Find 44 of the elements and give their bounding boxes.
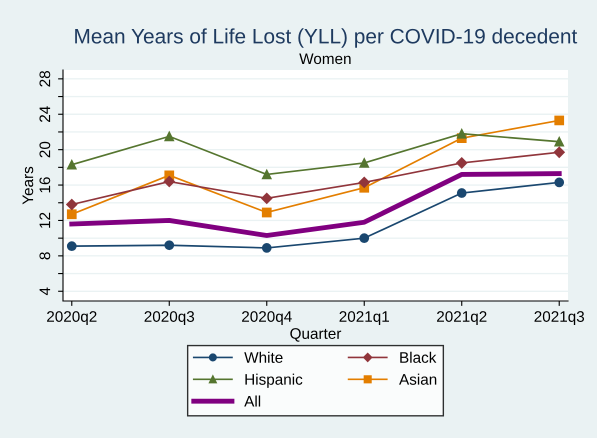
chart-subtitle: Women <box>299 53 351 64</box>
point <box>456 128 467 139</box>
point <box>359 158 370 168</box>
point <box>554 178 564 188</box>
legend-label: Black <box>400 352 436 363</box>
point <box>66 198 78 210</box>
x-tick-label: 2020q3 <box>144 311 194 325</box>
point <box>66 241 77 251</box>
point <box>164 240 174 250</box>
x-tick-label: 2021q1 <box>340 311 389 325</box>
point <box>554 146 565 158</box>
y-tick-label: 12 <box>39 212 50 228</box>
point <box>262 170 272 180</box>
point <box>456 188 467 198</box>
point <box>262 243 272 253</box>
y-axis-title: Years <box>22 166 34 204</box>
x-axis-title: Quarter <box>290 328 342 342</box>
y-tick-label: 16 <box>39 177 50 192</box>
point <box>66 209 77 220</box>
point <box>262 208 272 218</box>
x-tick-label: 2021q3 <box>534 311 584 325</box>
x-tick-label: 2020q2 <box>47 311 96 325</box>
x-tick-label: 2020q4 <box>242 311 292 325</box>
chart-title: Mean Years of Life Lost (YLL) per COVID-19 decedent <box>75 28 578 48</box>
y-tick-label: 28 <box>39 71 50 87</box>
legend-label: White <box>244 352 283 363</box>
legend-label: Hispanic <box>245 374 302 388</box>
point <box>261 192 272 204</box>
point <box>66 160 77 170</box>
point <box>164 132 174 142</box>
point <box>358 176 370 188</box>
y-tick-label: 4 <box>40 287 50 296</box>
legend-label: All <box>244 395 260 407</box>
point <box>164 176 175 188</box>
point <box>554 116 564 126</box>
y-tick-label: 24 <box>39 106 50 122</box>
point <box>456 157 468 169</box>
line-series <box>69 171 562 238</box>
x-tick-label: 2021q2 <box>437 311 486 325</box>
point <box>554 136 564 147</box>
point <box>359 233 370 244</box>
y-tick-label: 20 <box>39 142 50 158</box>
y-tick-label: 8 <box>39 252 50 260</box>
legend-label: Asian <box>399 374 436 385</box>
